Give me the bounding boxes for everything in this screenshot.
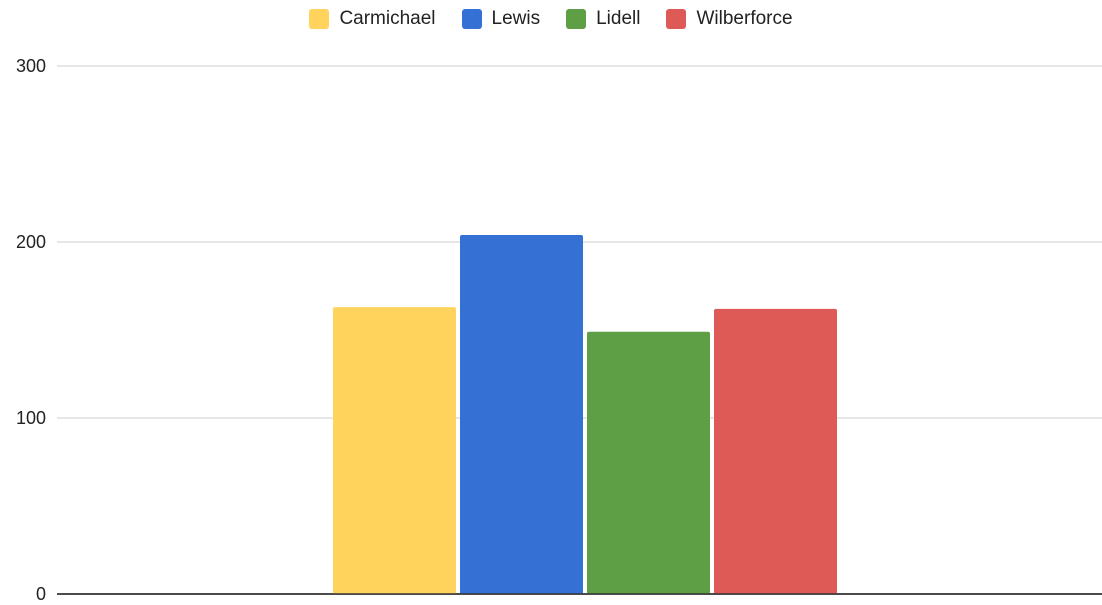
bar-carmichael xyxy=(333,307,456,594)
y-tick-label: 0 xyxy=(36,584,46,604)
bar-lidell xyxy=(587,331,710,594)
legend-item-wilberforce: Wilberforce xyxy=(666,8,793,30)
legend-swatch xyxy=(666,9,687,29)
bar-wilberforce xyxy=(714,308,837,594)
legend-swatch xyxy=(309,9,330,29)
legend-label: Lewis xyxy=(491,8,541,29)
legend-swatch xyxy=(566,9,587,29)
legend-label: Wilberforce xyxy=(696,8,793,29)
y-tick-label: 200 xyxy=(16,232,46,252)
legend-item-lewis: Lewis xyxy=(461,8,541,30)
bar-lewis xyxy=(460,234,583,594)
y-tick-label: 300 xyxy=(16,56,46,76)
legend-item-lidell: Lidell xyxy=(566,8,640,30)
y-tick-label: 100 xyxy=(16,408,46,428)
legend-swatch xyxy=(461,9,482,29)
legend-label: Carmichael xyxy=(339,8,436,29)
legend-label: Lidell xyxy=(596,8,641,29)
legend-item-carmichael: Carmichael xyxy=(309,8,436,30)
legend: Carmichael Lewis Lidell Wilberforce xyxy=(0,8,1102,30)
